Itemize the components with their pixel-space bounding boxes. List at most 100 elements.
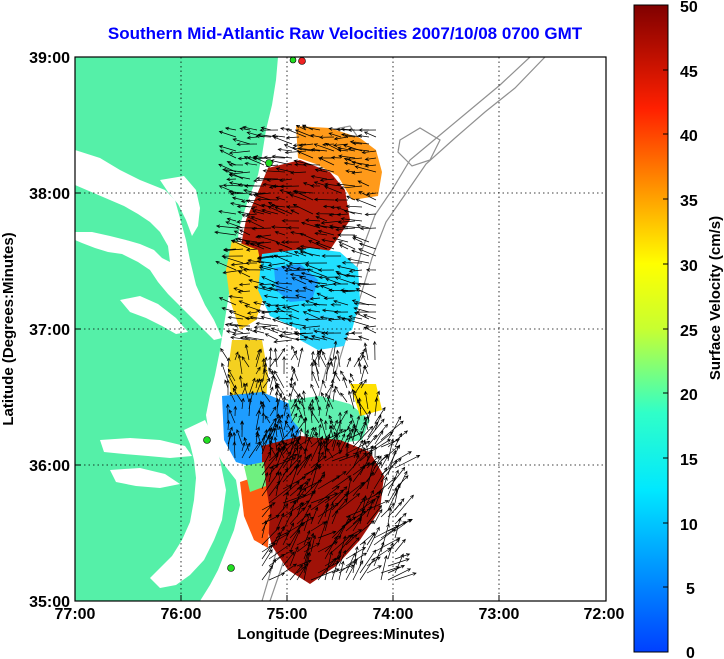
velocity-arrow: [330, 155, 342, 160]
velocity-arrow: [224, 126, 237, 131]
velocity-arrow: [347, 318, 370, 327]
velocity-arrow: [288, 321, 307, 327]
velocity-arrow: [268, 572, 286, 581]
velocity-arrow: [295, 246, 307, 251]
velocity-arrow: [331, 475, 352, 490]
velocity-arrow: [317, 268, 335, 272]
velocity-arrow: [289, 442, 298, 469]
velocity-arrow: [289, 382, 299, 396]
velocity-arrow: [222, 269, 244, 275]
velocity-arrow: [289, 170, 307, 175]
velocity-arrow: [244, 343, 250, 361]
velocity-arrow: [250, 207, 272, 215]
velocity-arrow: [358, 128, 377, 132]
velocity-arrow: [285, 135, 300, 140]
velocity-arrow: [231, 332, 251, 337]
velocity-arrow: [255, 176, 279, 181]
velocity-arrow: [337, 220, 356, 225]
velocity-arrow: [352, 516, 362, 532]
velocity-arrow: [237, 210, 251, 215]
velocity-arrow: [373, 547, 392, 560]
velocity-arrow: [275, 241, 293, 250]
velocity-arrow: [227, 315, 244, 320]
velocity-arrow: [282, 355, 286, 375]
velocity-arrow: [302, 162, 321, 167]
velocity-arrow: [278, 249, 300, 257]
velocity-arrow: [290, 209, 300, 215]
velocity-arrow: [380, 459, 398, 483]
velocity-arrow: [241, 442, 251, 459]
velocity-arrow: [276, 392, 283, 410]
velocity-arrow: [345, 440, 371, 455]
velocity-arrow: [268, 286, 286, 292]
velocity-arrow: [291, 345, 299, 361]
velocity-arrow: [261, 502, 276, 511]
velocity-arrow: [236, 219, 251, 224]
velocity-arrow: [274, 281, 293, 285]
velocity-arrow: [331, 492, 348, 511]
velocity-arrow: [322, 350, 327, 361]
velocity-arrow: [279, 178, 293, 183]
velocity-arrow: [319, 178, 335, 182]
velocity-arrow: [333, 136, 349, 141]
velocity-arrow: [303, 426, 315, 455]
velocity-arrow: [274, 206, 293, 215]
velocity-arrow: [317, 475, 341, 490]
y-tick-labels: 39:00 38:00 37:00 36:00 35:00: [29, 50, 70, 611]
velocity-arrow: [232, 387, 243, 403]
velocity-arrow: [313, 329, 328, 334]
velocity-arrow: [273, 339, 293, 344]
velocity-arrow: [250, 215, 265, 222]
velocity-arrow: [236, 428, 243, 445]
velocity-arrow: [232, 138, 251, 145]
velocity-arrow: [253, 329, 265, 334]
velocity-arrow: [258, 282, 272, 287]
velocity-arrow: [331, 486, 348, 504]
velocity-arrow: [218, 209, 237, 215]
velocity-arrow: [352, 560, 364, 581]
velocity-arrow: [268, 355, 273, 375]
velocity-arrow: [360, 378, 367, 389]
velocity-arrow: [262, 169, 286, 173]
velocity-arrow: [238, 265, 251, 271]
velocity-arrow: [241, 356, 250, 368]
velocity-arrow: [252, 210, 265, 215]
velocity-arrow: [237, 354, 243, 375]
velocity-arrow: [297, 405, 306, 424]
velocity-arrow: [245, 199, 265, 208]
velocity-arrow: [272, 318, 293, 327]
velocity-arrow: [380, 476, 388, 497]
velocity-arrow: [230, 335, 251, 341]
velocity-arrow: [331, 550, 342, 567]
velocity-arrow: [341, 260, 363, 265]
velocity-arrow: [380, 454, 389, 469]
velocity-arrow: [288, 392, 292, 403]
velocity-arrow: [251, 226, 272, 231]
velocity-arrow: [255, 348, 262, 368]
velocity-arrow: [215, 260, 237, 271]
velocity-arrow: [351, 160, 370, 166]
velocity-arrow: [311, 370, 320, 389]
velocity-arrow: [245, 316, 258, 321]
velocity-arrow: [347, 147, 370, 152]
velocity-arrow: [296, 565, 307, 581]
velocity-arrow: [323, 296, 335, 301]
velocity-arrow: [334, 385, 341, 396]
velocity-arrow: [274, 370, 285, 389]
velocity-arrow: [387, 487, 398, 504]
velocity-arrow: [387, 415, 402, 441]
velocity-arrow: [345, 546, 367, 560]
velocity-patch-north-ne: [296, 126, 382, 200]
velocity-arrow: [291, 146, 314, 152]
velocity-arrow: [282, 446, 299, 469]
velocity-arrow: [317, 504, 329, 525]
velocity-arrow: [275, 397, 280, 417]
velocity-arrow: [305, 299, 321, 306]
velocity-arrow: [297, 146, 321, 152]
velocity-arrow: [310, 496, 331, 511]
chesapeake-bay: [75, 150, 222, 340]
velocity-arrow: [268, 457, 297, 469]
velocity-arrow: [262, 182, 279, 187]
velocity-arrow: [325, 277, 342, 285]
velocity-arrow: [256, 432, 264, 452]
